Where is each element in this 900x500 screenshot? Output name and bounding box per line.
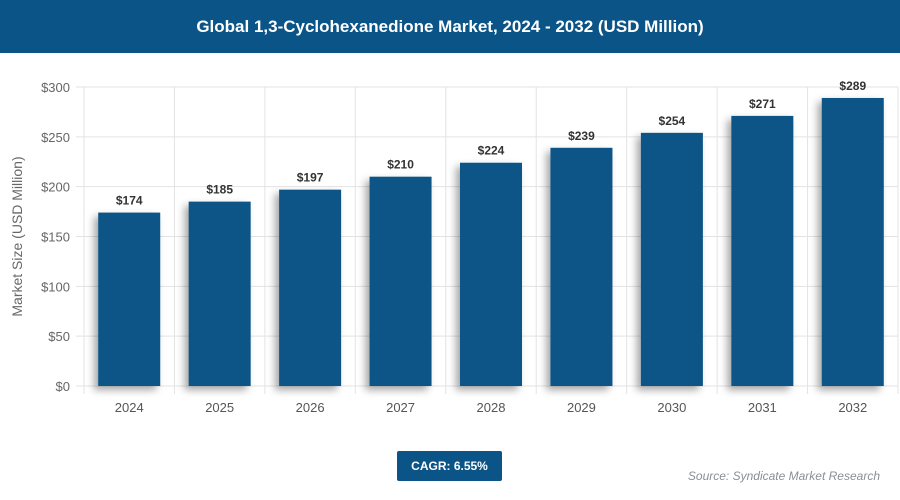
source-note: Source: Syndicate Market Research xyxy=(687,469,880,483)
data-label: $289 xyxy=(839,79,866,93)
x-tick-label: 2029 xyxy=(567,400,596,415)
x-tick-label: 2024 xyxy=(115,400,144,415)
y-tick-label: $200 xyxy=(41,180,70,195)
x-tick-label: 2028 xyxy=(477,400,506,415)
bar xyxy=(369,176,432,386)
data-label: $224 xyxy=(478,144,505,158)
y-tick-label: $300 xyxy=(41,80,70,95)
cagr-badge: CAGR: 6.55% xyxy=(397,451,502,481)
bar xyxy=(279,189,342,386)
data-label: $185 xyxy=(206,183,233,197)
x-tick-label: 2026 xyxy=(296,400,325,415)
bar xyxy=(550,147,613,386)
x-tick-label: 2030 xyxy=(657,400,686,415)
x-tick-label: 2031 xyxy=(748,400,777,415)
bar xyxy=(460,162,522,386)
y-tick-label: $100 xyxy=(41,279,70,294)
data-label: $239 xyxy=(568,129,595,143)
x-tick-label: 2027 xyxy=(386,400,415,415)
data-label: $254 xyxy=(659,114,686,128)
data-label: $210 xyxy=(387,158,414,172)
bar xyxy=(640,132,703,386)
y-tick-label: $150 xyxy=(41,230,70,245)
y-tick-label: $250 xyxy=(41,130,70,145)
y-tick-label: $0 xyxy=(56,379,70,394)
y-tick-label: $50 xyxy=(48,329,70,344)
chart-title: Global 1,3-Cyclohexanedione Market, 2024… xyxy=(0,0,900,53)
data-label: $197 xyxy=(297,171,324,185)
data-label: $271 xyxy=(749,97,776,111)
data-label: $174 xyxy=(116,194,143,208)
bar xyxy=(731,115,794,387)
x-tick-label: 2032 xyxy=(838,400,867,415)
bar xyxy=(188,201,251,386)
bar xyxy=(98,212,161,386)
y-axis-title: Market Size (USD Million) xyxy=(9,156,25,316)
bar xyxy=(821,97,884,387)
x-tick-label: 2025 xyxy=(205,400,234,415)
